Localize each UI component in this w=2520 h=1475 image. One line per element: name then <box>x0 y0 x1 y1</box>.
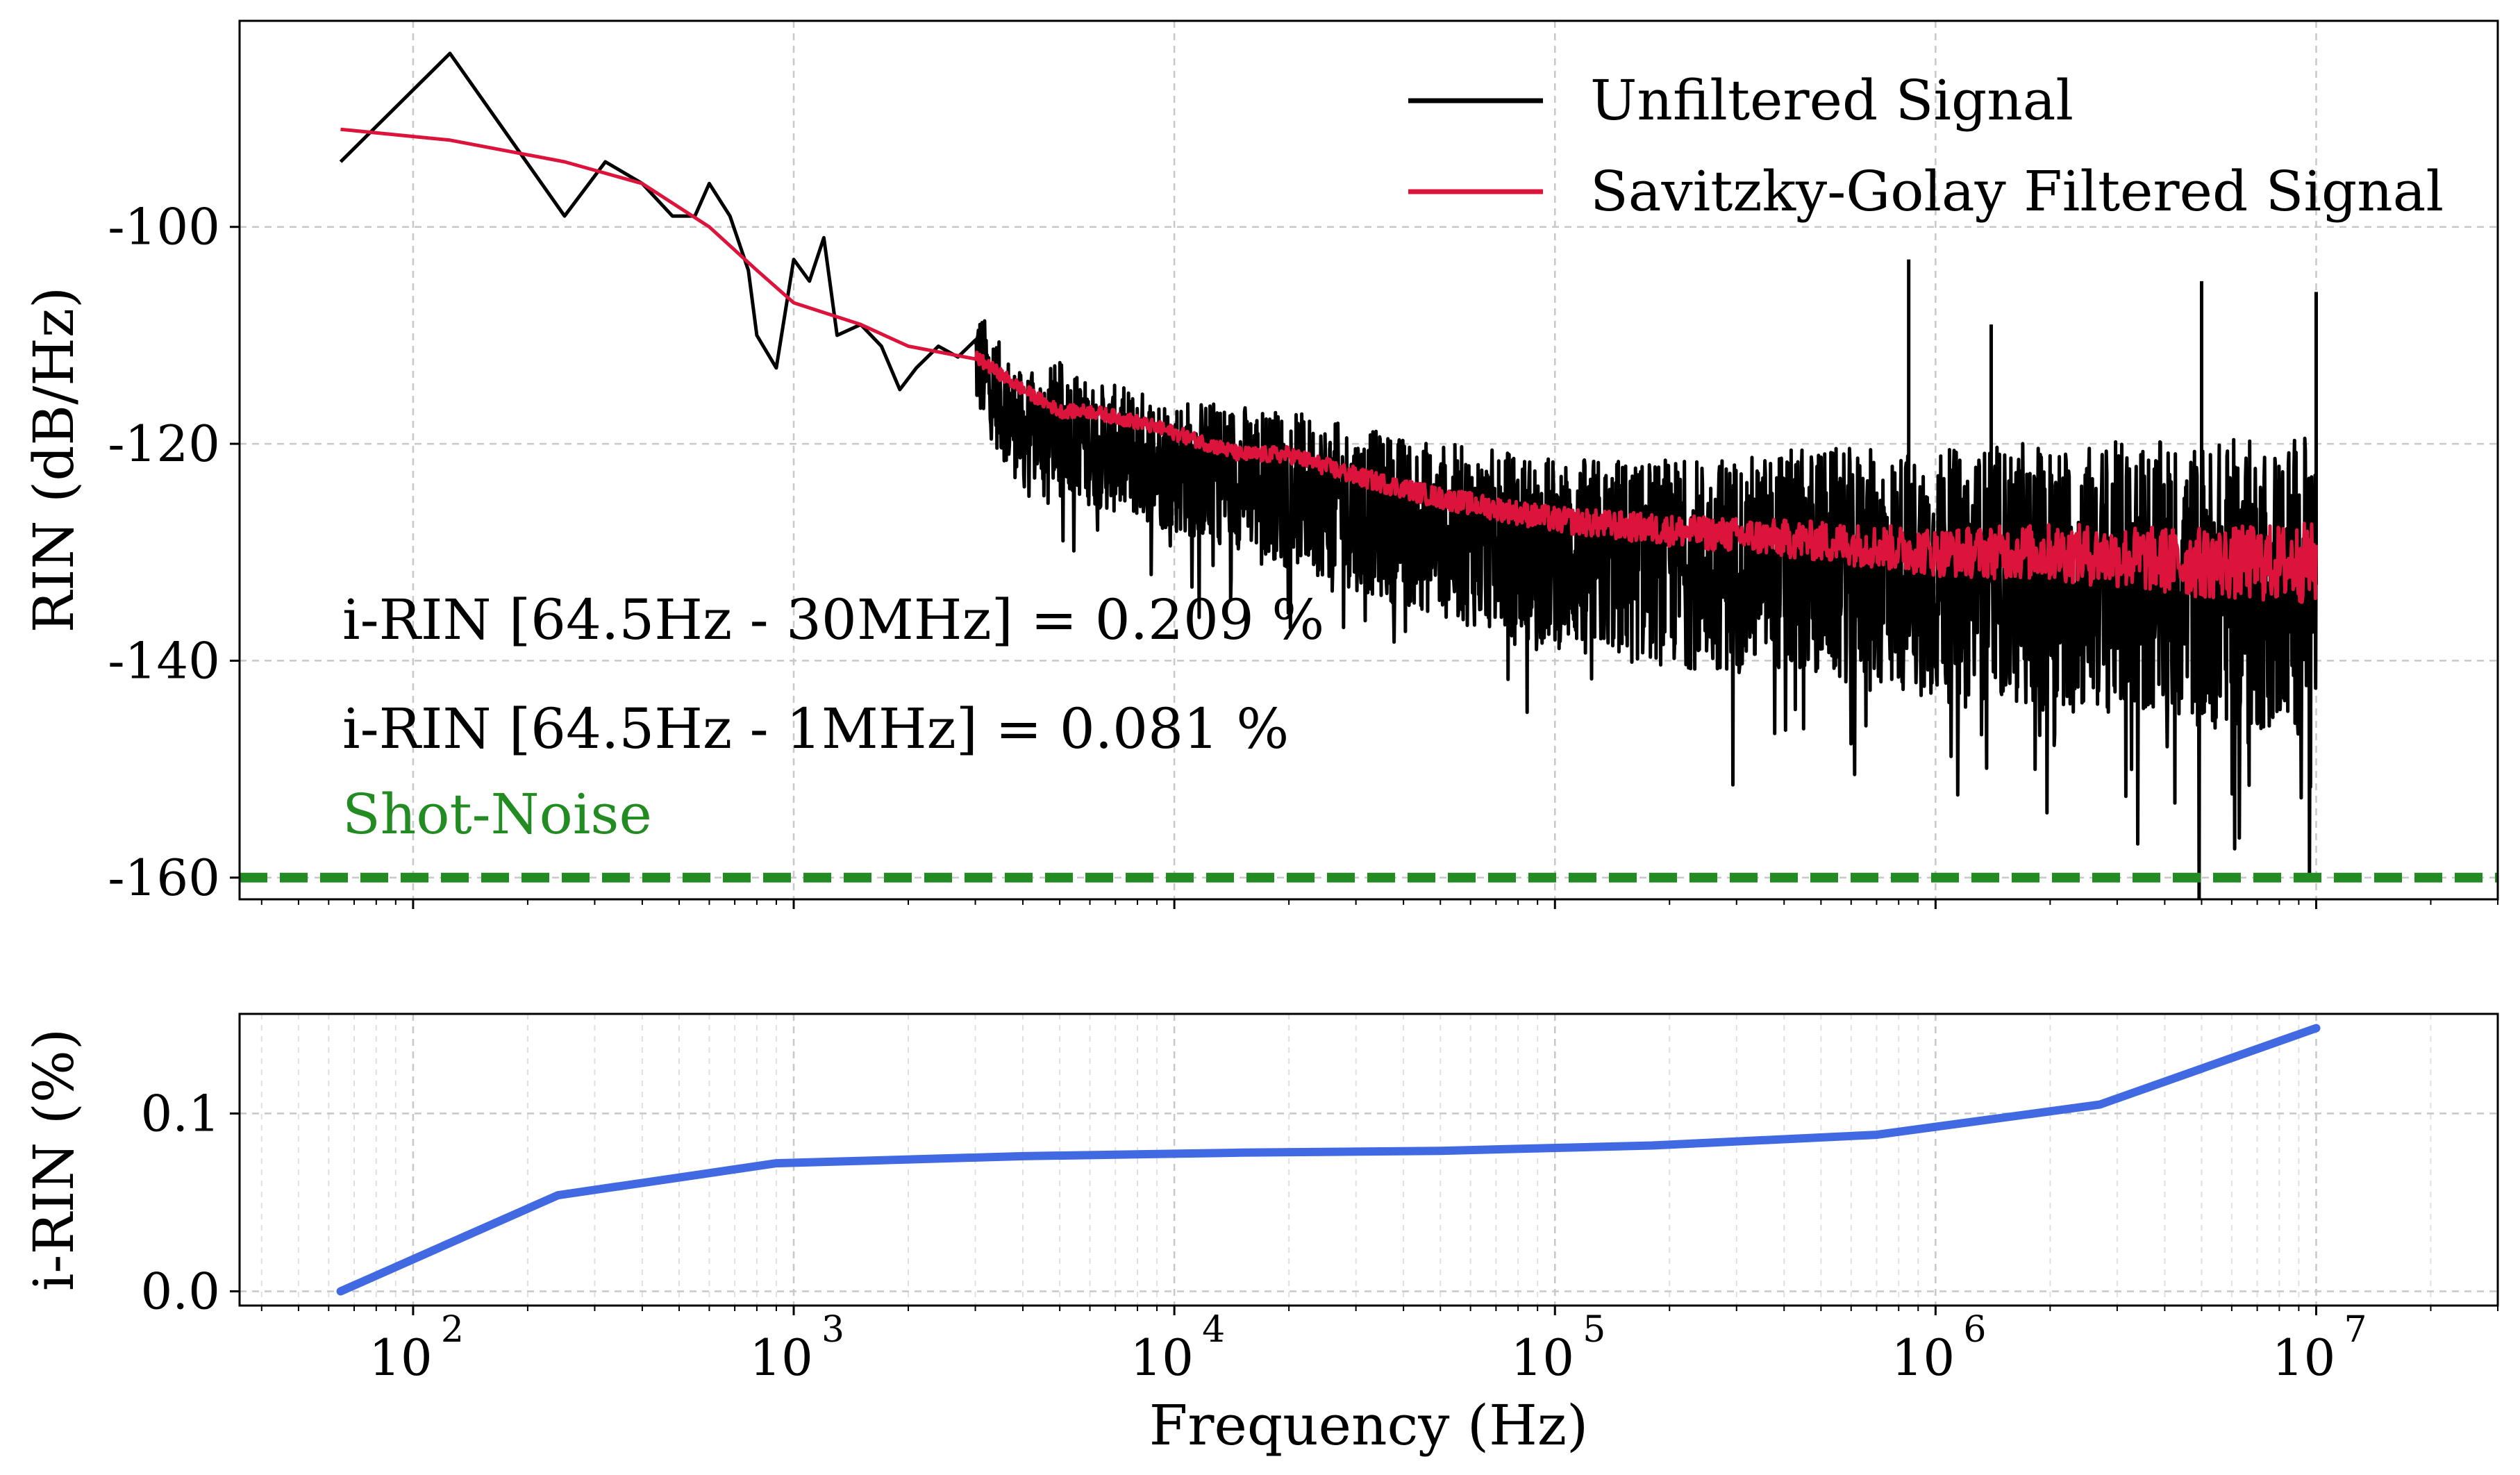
rin-panel: -100 -120 -140 -160 RIN (dB/Hz) i-RIN [64.5… <box>22 19 2499 909</box>
legend-label-filtered: Savitzky-Golay Filtered Signal <box>1590 159 2444 224</box>
x-tick-label-exponent: 6 <box>1963 1309 1986 1351</box>
x-tick-label: 10 <box>749 1328 813 1387</box>
x-tick-label-exponent: 5 <box>1583 1309 1605 1351</box>
x-axis-label: Frequency (Hz) <box>1149 1393 1588 1458</box>
legend-label-unfiltered: Unfiltered Signal <box>1590 68 2073 133</box>
irin-y-tick-label: 0.0 <box>140 1262 220 1321</box>
rin-y-tick-label: -160 <box>108 849 220 907</box>
x-tick-label: 10 <box>2272 1328 2336 1387</box>
rin-y-tick-label: -120 <box>108 415 220 473</box>
irin-axes-frame <box>238 1012 2499 1307</box>
irin-y-tick-label: 0.1 <box>140 1084 220 1142</box>
rin-ticks: -100 -120 -140 -160 <box>108 198 2498 909</box>
irin-panel: 0.00.110 2 10 3 10 4 10 5 10 6 10 7 i-RIN (%) Frequ… <box>22 1012 2499 1458</box>
filtered-signal-line <box>340 127 2318 604</box>
x-tick-label-exponent: 2 <box>441 1309 464 1351</box>
irin-series-group <box>336 1024 2321 1296</box>
irin-annotation-30mhz: i-RIN [64.5Hz - 30MHz] = 0.209 % <box>342 588 1324 652</box>
legend: Unfiltered Signal Savitzky-Golay Filtere… <box>1408 68 2444 224</box>
x-tick-label: 10 <box>1130 1328 1194 1387</box>
irin-ticks: 0.00.110 2 10 3 10 4 10 5 10 6 10 7 <box>140 1084 2498 1387</box>
x-tick-label: 10 <box>1510 1328 1574 1387</box>
x-tick-label-exponent: 3 <box>821 1309 844 1351</box>
irin-annotation-1mhz: i-RIN [64.5Hz - 1MHz] = 0.081 % <box>342 697 1289 761</box>
x-tick-label: 10 <box>1892 1328 1955 1387</box>
rin-series-group <box>339 51 2318 899</box>
rin-y-axis-label: RIN (dB/Hz) <box>22 287 86 633</box>
irin-y-axis-label: i-RIN (%) <box>22 1028 86 1291</box>
x-tick-label-exponent: 4 <box>1202 1309 1225 1351</box>
irin-grid <box>240 1014 2498 1306</box>
x-tick-label: 10 <box>369 1328 433 1387</box>
irin-line <box>336 1024 2321 1296</box>
x-tick-label-exponent: 7 <box>2344 1309 2367 1351</box>
shot-noise-label: Shot-Noise <box>342 782 652 847</box>
rin-y-tick-label: -100 <box>108 198 220 256</box>
rin-axes-frame <box>238 19 2499 901</box>
rin-y-tick-label: -140 <box>108 631 220 690</box>
